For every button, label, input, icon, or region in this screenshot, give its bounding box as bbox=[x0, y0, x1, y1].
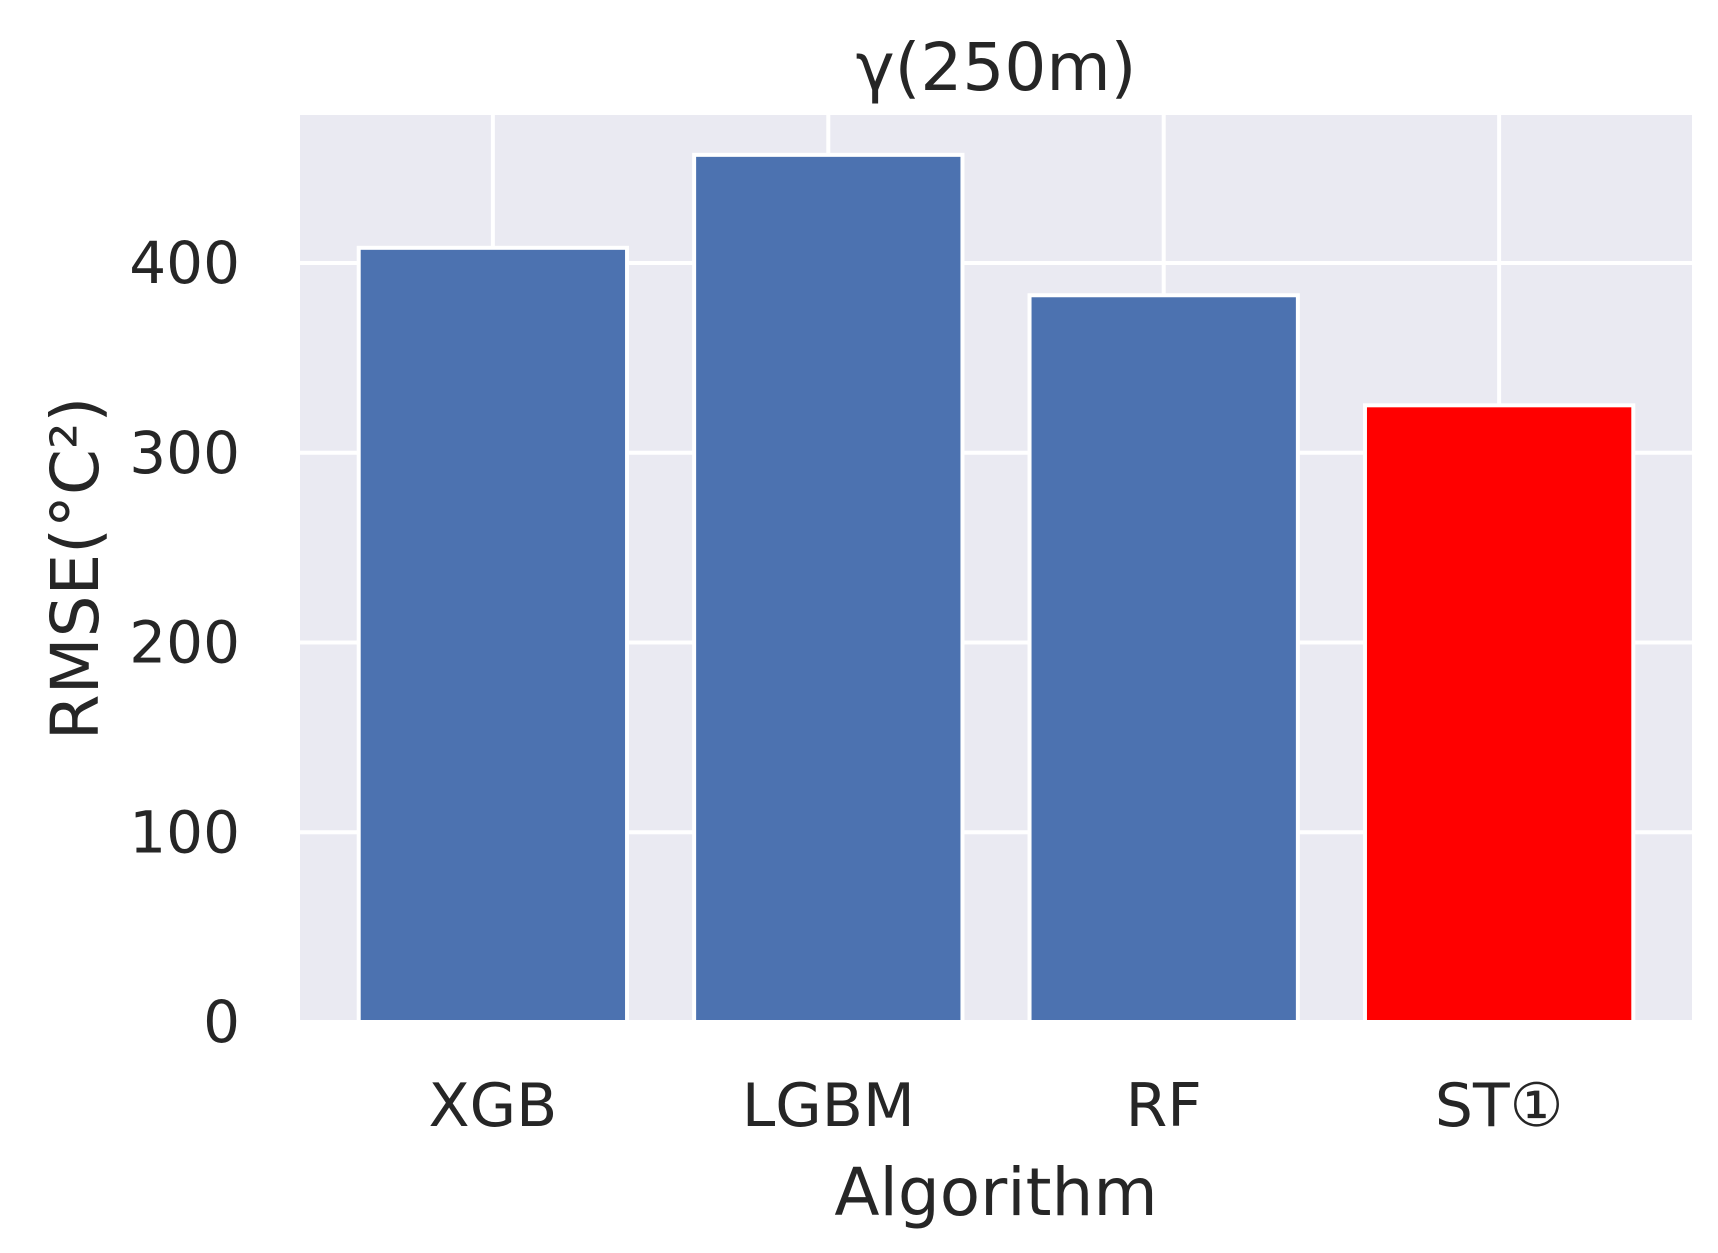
x-tick-label-1: LGBM bbox=[742, 1071, 915, 1141]
x-tick-label-0: XGB bbox=[428, 1071, 557, 1141]
bar-LGBM bbox=[692, 152, 965, 1024]
y-tick-label-0: 0 bbox=[203, 988, 240, 1056]
x-tick-label-3: ST① bbox=[1435, 1071, 1564, 1141]
y-axis-label: RMSE(°C²) bbox=[37, 397, 114, 740]
y-tick-label-4: 400 bbox=[129, 229, 240, 297]
x-tick-labels: XGB LGBM RF ST① bbox=[428, 1071, 1563, 1141]
x-tick-label-2: RF bbox=[1126, 1071, 1202, 1141]
bars bbox=[356, 152, 1636, 1024]
x-axis-label: Algorithm bbox=[834, 1154, 1157, 1231]
y-tick-label-1: 100 bbox=[129, 798, 240, 866]
chart-title: γ(250m) bbox=[856, 29, 1137, 106]
bar-XGB bbox=[356, 245, 630, 1024]
y-tick-labels: 0 100 200 300 400 bbox=[129, 229, 240, 1056]
y-tick-label-2: 200 bbox=[129, 609, 240, 677]
bar-RF bbox=[1027, 293, 1300, 1024]
bar-ST① bbox=[1362, 403, 1636, 1024]
y-tick-label-3: 300 bbox=[129, 419, 240, 487]
